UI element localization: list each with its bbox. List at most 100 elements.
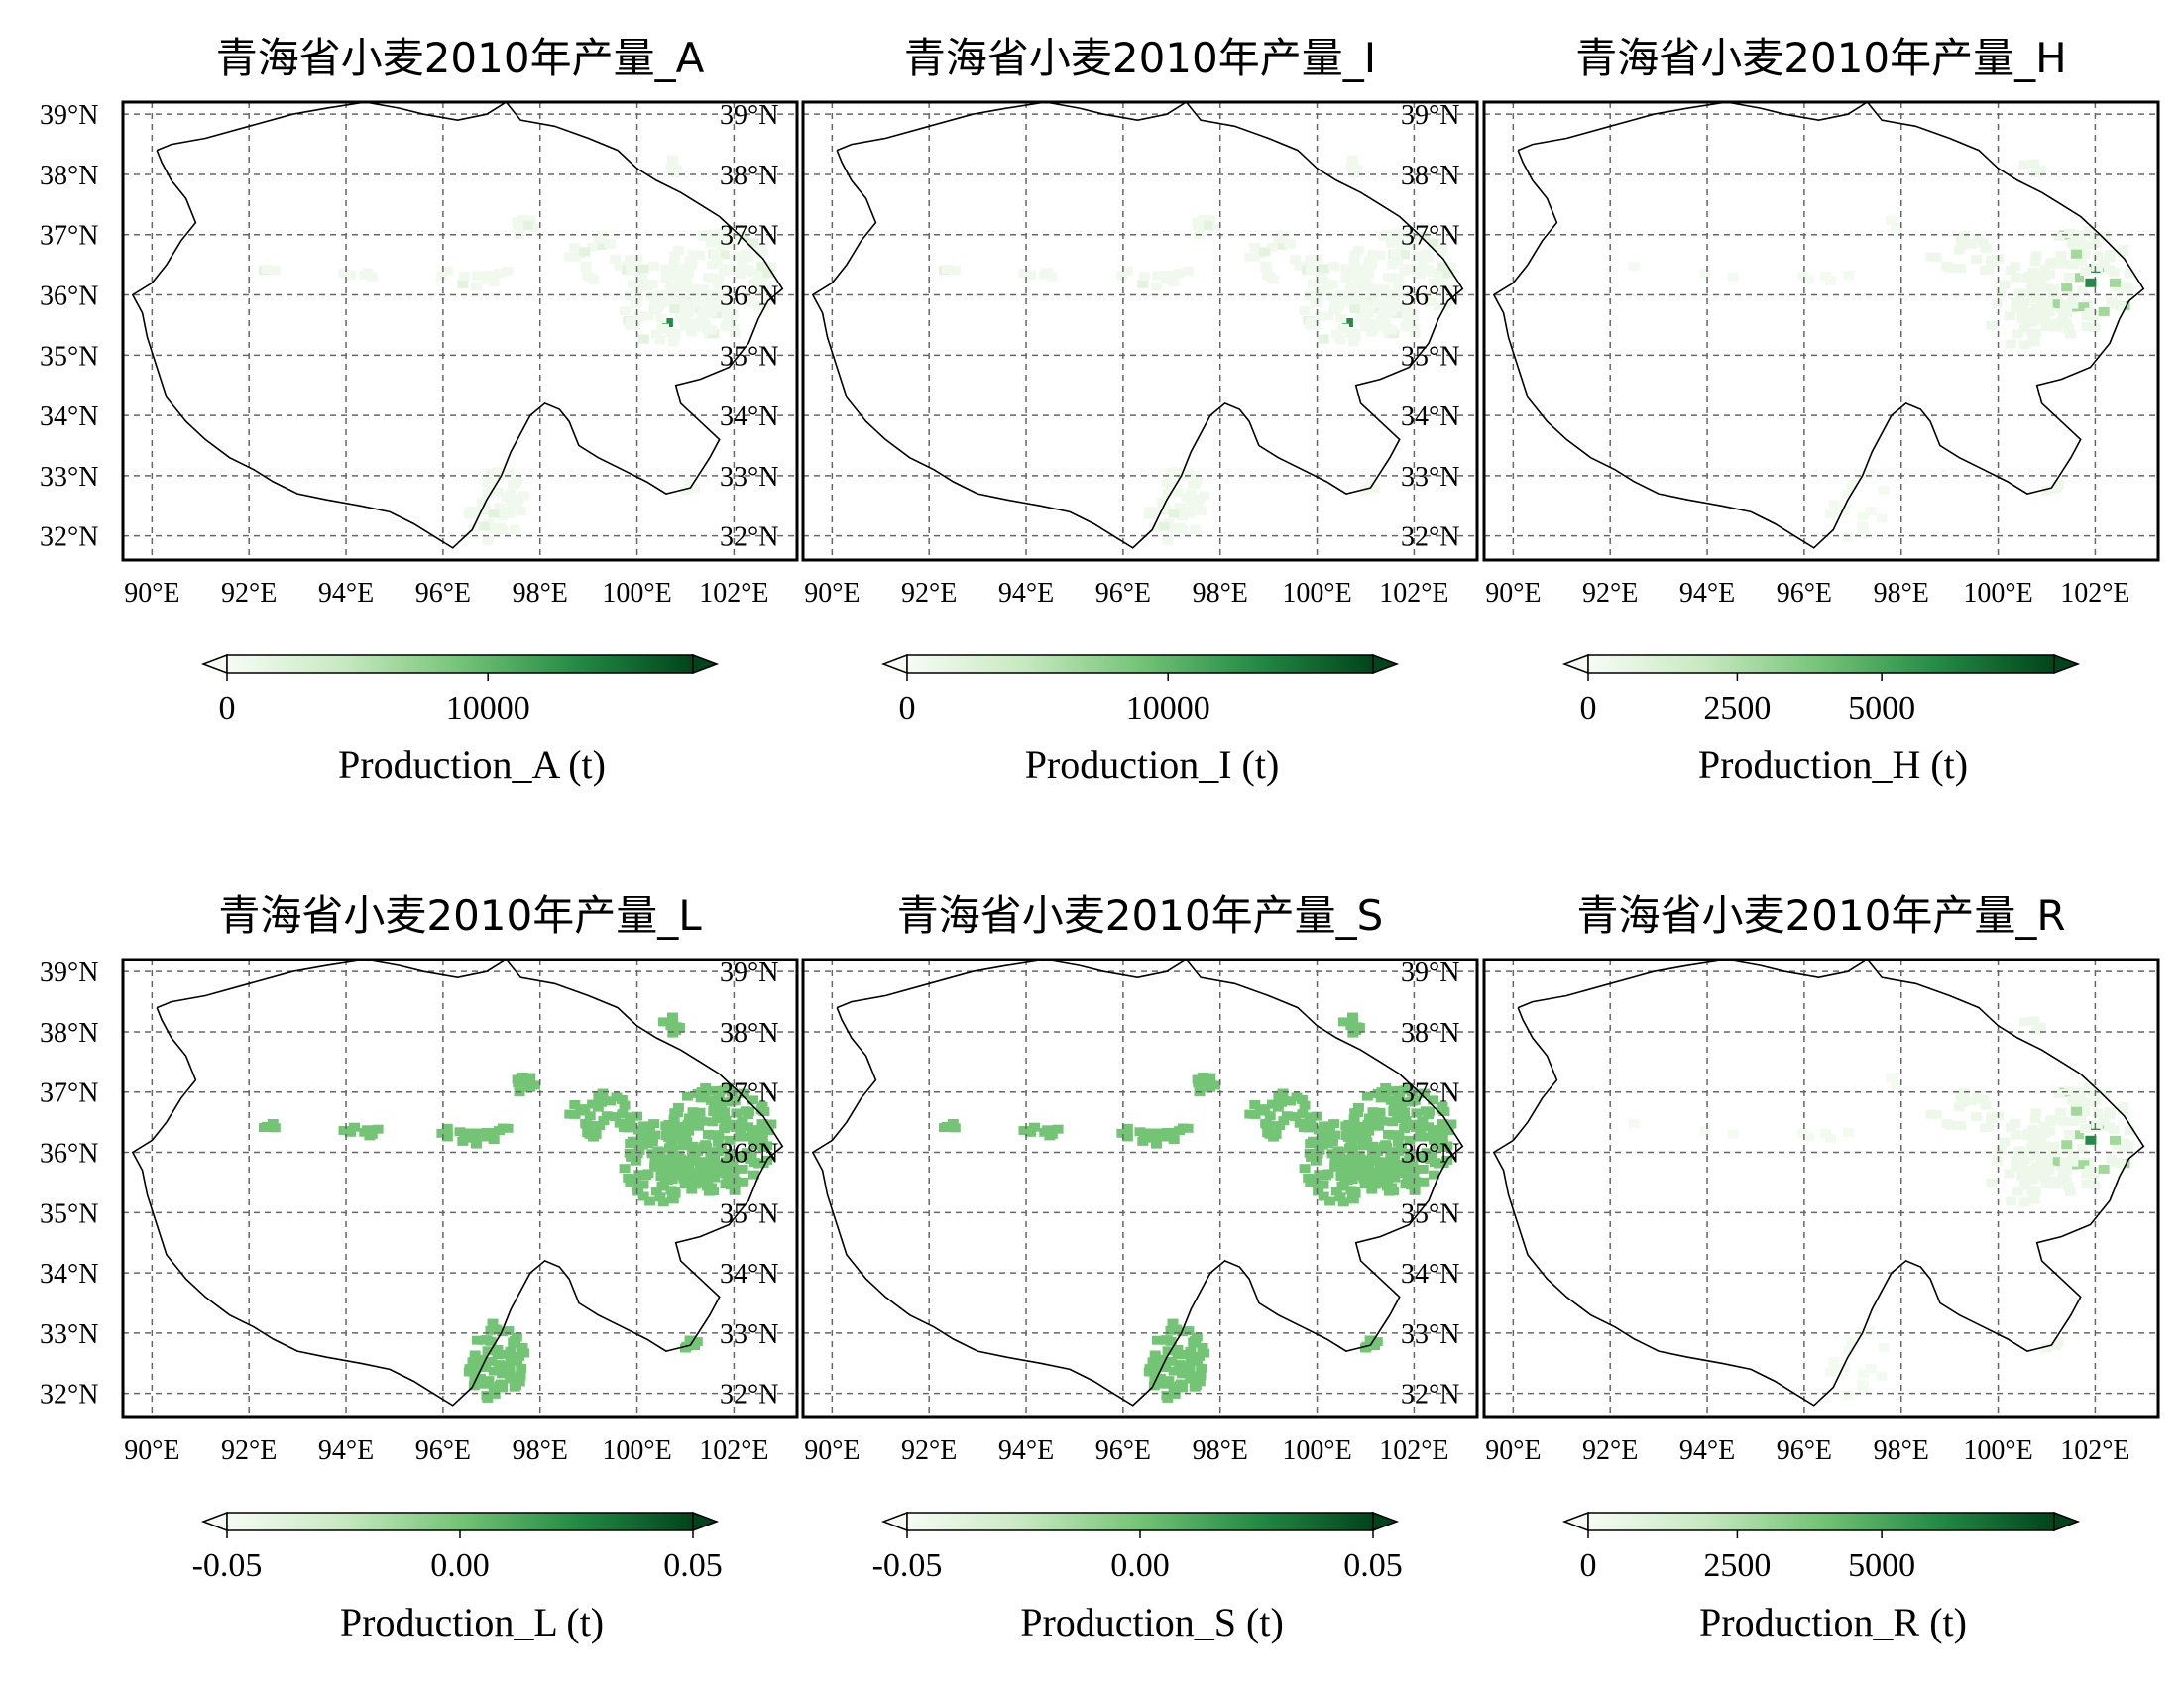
crop-cell — [1886, 215, 1897, 225]
lat-tick-label: 33°N — [1401, 462, 1459, 493]
crop-cell — [2004, 311, 2015, 321]
crop-cell — [2071, 1106, 2083, 1116]
crop-cell — [1196, 1364, 1207, 1373]
crop-cell — [713, 1094, 725, 1104]
crop-cell — [2118, 282, 2129, 290]
crop-cell — [1392, 1137, 1404, 1147]
crop-cell — [1843, 1128, 1855, 1137]
crop-cell — [1831, 1364, 1843, 1374]
crop-cell — [2061, 283, 2073, 292]
crop-cell — [1391, 1167, 1402, 1177]
crop-cell — [1429, 278, 1439, 287]
colorbar-tick-label: 0.00 — [430, 1547, 490, 1584]
crop-cell — [1350, 169, 1362, 177]
crop-cell — [1281, 1111, 1293, 1121]
crop-cell — [1876, 513, 1888, 523]
crop-cell — [503, 469, 515, 479]
crop-cell — [464, 1133, 475, 1143]
crop-cell — [2059, 299, 2071, 309]
crop-cell — [1267, 1099, 1279, 1109]
crop-cell — [468, 523, 480, 533]
crop-cell — [726, 1181, 737, 1190]
crop-cell — [1262, 271, 1274, 281]
crop-cell — [2041, 486, 2052, 496]
crop-cell — [2077, 1143, 2088, 1153]
crop-cell — [765, 1119, 777, 1129]
crop-cell — [1397, 302, 1409, 312]
crop-cell — [724, 1135, 736, 1145]
crop-cell — [2044, 269, 2056, 279]
crop-cell — [670, 1164, 682, 1174]
crop-cell — [2064, 1086, 2076, 1096]
crop-cell — [737, 1164, 748, 1174]
crop-cell — [1403, 264, 1415, 274]
crop-cell — [735, 1153, 747, 1162]
crop-cell — [1843, 489, 1855, 499]
crop-cell — [1134, 1127, 1146, 1137]
lat-tick-label: 37°N — [40, 1078, 98, 1109]
crop-cell — [261, 264, 273, 274]
lat-tick-label: 35°N — [720, 1198, 778, 1229]
map-area — [123, 102, 797, 560]
lon-tick-label: 102°E — [699, 578, 768, 609]
lat-tick-label: 35°N — [720, 341, 778, 372]
crop-cell — [471, 1139, 482, 1149]
crop-cell — [364, 1131, 376, 1141]
crop-cell — [2021, 274, 2033, 283]
crop-cell — [2004, 1169, 2015, 1179]
crop-cell — [1158, 1379, 1170, 1389]
crop-cell — [499, 1365, 511, 1375]
crop-cell — [1350, 1026, 1362, 1035]
colorbar-tick-label: 0 — [1580, 1547, 1597, 1584]
crop-cell — [269, 266, 281, 276]
crop-cell — [723, 307, 735, 317]
crop-cell — [1354, 277, 1366, 286]
crop-cell — [726, 239, 738, 249]
crop-cell — [1426, 1150, 1437, 1160]
crop-cell — [1150, 507, 1162, 516]
crop-cell — [1437, 268, 1448, 278]
crop-cell — [359, 270, 371, 280]
crop-cell — [1955, 264, 1967, 274]
crop-cell — [756, 244, 768, 254]
crop-cell — [1437, 244, 1448, 254]
crop-cell — [2065, 1187, 2076, 1196]
crop-cell — [482, 489, 494, 499]
lat-tick-label: 38°N — [720, 161, 778, 191]
crop-cell — [2089, 323, 2101, 333]
crop-cell — [1418, 1177, 1430, 1187]
crop-cell — [1385, 1095, 1397, 1105]
crop-cell — [712, 289, 724, 299]
crop-cell — [1977, 237, 1989, 247]
crop-cell — [1379, 318, 1391, 328]
crop-cell — [626, 265, 637, 275]
crop-cell — [1628, 1119, 1640, 1128]
crop-cell — [2028, 1016, 2040, 1026]
crop-cell — [1174, 1360, 1186, 1370]
crop-cell — [1305, 255, 1317, 265]
crop-cell — [1385, 238, 1397, 248]
crop-cell — [650, 1187, 662, 1196]
crop-cell — [1387, 1117, 1399, 1127]
crop-cell — [366, 272, 378, 282]
crop-cell — [667, 337, 679, 347]
crop-cell — [743, 1122, 754, 1132]
crop-cell — [1348, 1187, 1360, 1196]
colorbar-label: Production_I (t) — [1025, 742, 1280, 787]
crop-cell — [508, 1338, 519, 1348]
colorbar-extend-low — [880, 653, 908, 675]
crop-cell — [1428, 238, 1439, 248]
crop-cell — [1699, 269, 1711, 278]
crop-cell — [1144, 1364, 1156, 1374]
crop-cell — [2067, 1152, 2079, 1162]
crop-cell — [1944, 263, 1956, 273]
crop-cell — [2106, 297, 2118, 306]
crop-cell — [2018, 1197, 2030, 1207]
crop-cell — [1831, 507, 1843, 516]
crop-cell — [712, 1147, 724, 1157]
colorbar-tick-label: 5000 — [1848, 690, 1915, 727]
crop-cell — [1188, 498, 1200, 508]
colorbar-tick-label: 0 — [899, 690, 916, 727]
crop-cell — [630, 298, 641, 308]
lon-tick-label: 100°E — [602, 578, 671, 609]
